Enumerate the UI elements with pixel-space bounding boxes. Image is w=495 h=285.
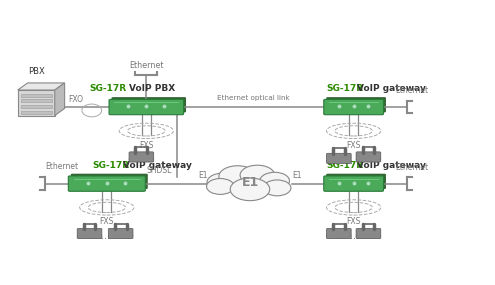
Text: FXS: FXS	[99, 217, 114, 226]
Circle shape	[263, 180, 291, 196]
FancyBboxPatch shape	[324, 99, 384, 115]
Circle shape	[207, 173, 239, 191]
Text: SHDSL: SHDSL	[147, 166, 172, 175]
FancyBboxPatch shape	[111, 97, 186, 113]
FancyBboxPatch shape	[21, 94, 52, 97]
Text: E1: E1	[198, 171, 208, 180]
Text: Ethernet: Ethernet	[45, 162, 78, 171]
FancyBboxPatch shape	[356, 229, 381, 239]
Text: VoIP gateway: VoIP gateway	[357, 84, 426, 93]
Text: Ethernet optical link: Ethernet optical link	[217, 95, 290, 101]
FancyBboxPatch shape	[327, 229, 351, 239]
FancyBboxPatch shape	[109, 99, 184, 115]
FancyBboxPatch shape	[21, 105, 52, 108]
FancyBboxPatch shape	[324, 176, 384, 191]
Text: FXO: FXO	[68, 95, 83, 105]
FancyBboxPatch shape	[77, 229, 102, 239]
FancyBboxPatch shape	[71, 174, 148, 189]
Ellipse shape	[356, 234, 381, 238]
Text: VoIP PBX: VoIP PBX	[129, 84, 175, 93]
Text: PBX: PBX	[28, 67, 45, 76]
Circle shape	[219, 166, 256, 187]
Ellipse shape	[129, 157, 154, 161]
FancyBboxPatch shape	[68, 176, 146, 191]
Circle shape	[240, 165, 275, 185]
Text: ...: ...	[350, 156, 359, 166]
FancyBboxPatch shape	[21, 111, 52, 113]
Text: FXS: FXS	[139, 141, 153, 150]
FancyBboxPatch shape	[356, 152, 381, 162]
Text: VoIP gateway: VoIP gateway	[123, 161, 192, 170]
FancyBboxPatch shape	[326, 97, 386, 113]
Ellipse shape	[108, 234, 133, 238]
Text: Ethernet: Ethernet	[129, 62, 163, 70]
Text: E1: E1	[292, 171, 301, 180]
FancyBboxPatch shape	[18, 90, 55, 115]
FancyBboxPatch shape	[326, 174, 386, 189]
Text: SG-17R: SG-17R	[90, 84, 127, 93]
Text: ...: ...	[350, 231, 359, 241]
Text: FXS: FXS	[346, 141, 361, 150]
Text: VoIP gateway: VoIP gateway	[357, 161, 426, 170]
Circle shape	[206, 178, 234, 194]
Ellipse shape	[327, 234, 351, 238]
Polygon shape	[55, 83, 65, 115]
Polygon shape	[18, 83, 65, 90]
Text: FXS: FXS	[346, 217, 361, 226]
Text: Ethernet: Ethernet	[395, 163, 428, 172]
FancyBboxPatch shape	[129, 152, 154, 162]
Text: SG-17R: SG-17R	[327, 84, 364, 93]
Text: ...: ...	[101, 231, 110, 241]
Text: SG-17R: SG-17R	[92, 161, 129, 170]
Text: E1: E1	[243, 176, 259, 189]
FancyBboxPatch shape	[327, 153, 351, 164]
Circle shape	[230, 178, 270, 201]
FancyBboxPatch shape	[108, 229, 133, 239]
Ellipse shape	[356, 157, 381, 161]
Text: SG-17R: SG-17R	[327, 161, 364, 170]
FancyBboxPatch shape	[21, 99, 52, 102]
Text: Ethernet: Ethernet	[395, 86, 428, 95]
Ellipse shape	[327, 158, 351, 163]
Circle shape	[260, 172, 290, 189]
Ellipse shape	[77, 234, 102, 238]
